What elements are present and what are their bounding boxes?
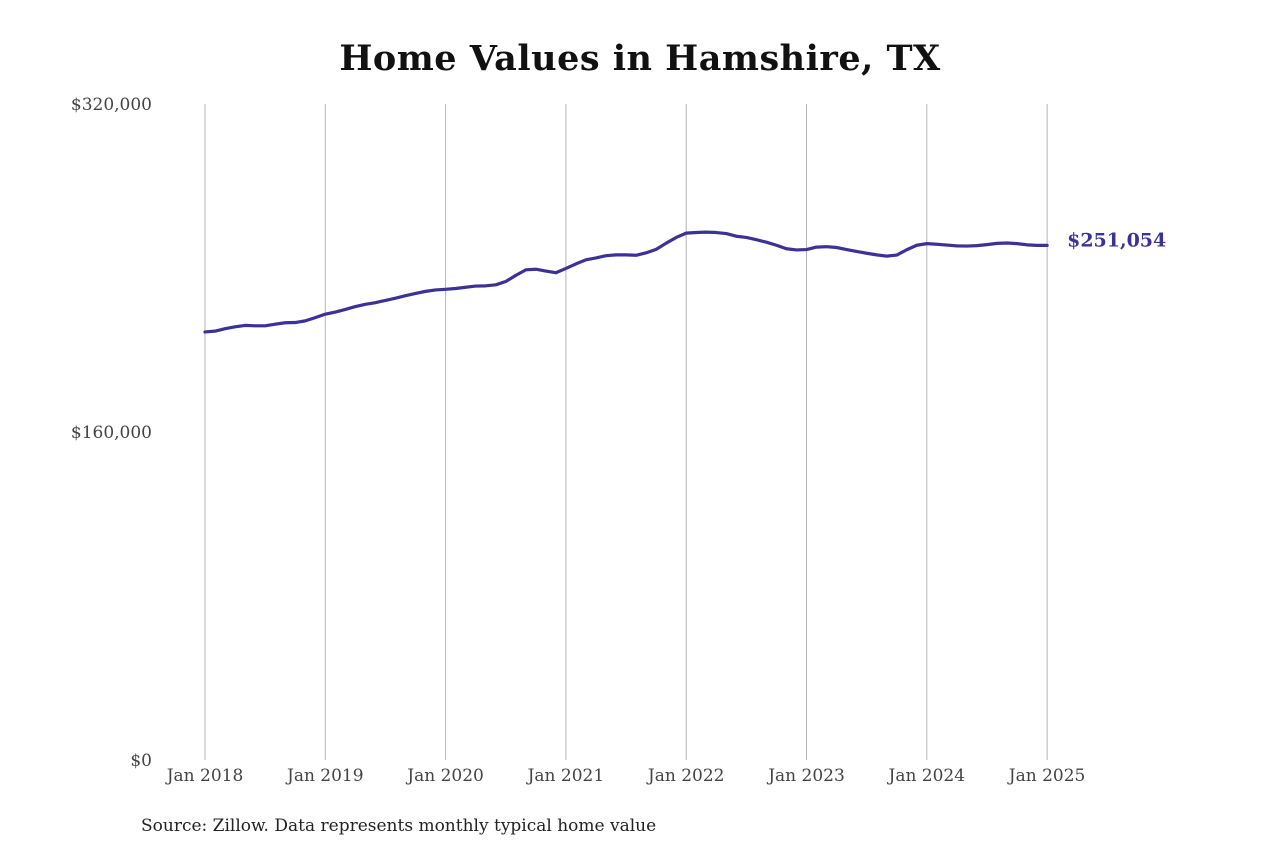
series-end-label: $251,054: [1067, 229, 1166, 251]
y-tick-label: $160,000: [71, 423, 152, 443]
x-tick-label: Jan 2021: [526, 766, 605, 786]
vertical-gridlines: [204, 104, 1048, 760]
series-line: [203, 230, 1049, 334]
y-tick-label: $320,000: [71, 95, 152, 115]
x-tick-label: Jan 2025: [1007, 766, 1086, 786]
x-tick-label: Jan 2019: [285, 766, 364, 786]
x-tick-label: Jan 2022: [646, 766, 725, 786]
x-axis-tick-labels: Jan 2018 Jan 2019 Jan 2020 Jan 2021 Jan 2022…: [165, 766, 1086, 786]
y-tick-label: $0: [130, 751, 152, 771]
y-axis-tick-labels: $0 $160,000 $320,000: [71, 95, 152, 771]
source-note: Source: Zillow. Data represents monthly …: [141, 816, 657, 836]
x-tick-label: Jan 2020: [405, 766, 484, 786]
x-tick-label: Jan 2024: [887, 766, 966, 786]
x-tick-label: Jan 2018: [165, 766, 244, 786]
series-layer: $251,054: [203, 229, 1166, 334]
chart-title: Home Values in Hamshire, TX: [339, 38, 941, 79]
x-tick-label: Jan 2023: [766, 766, 845, 786]
